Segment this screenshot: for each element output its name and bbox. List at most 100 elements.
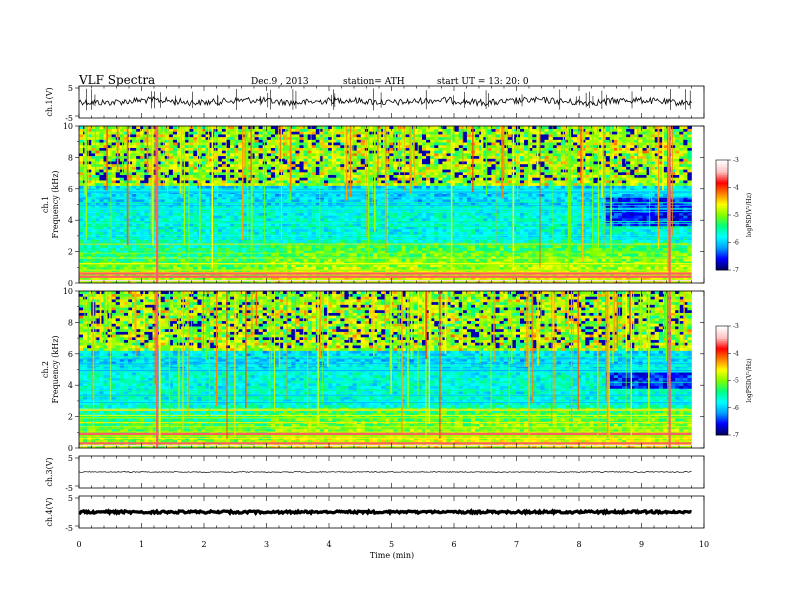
psd-cell — [140, 226, 145, 230]
psd-cell — [364, 228, 370, 232]
psd-cell — [262, 182, 268, 186]
psd-cell — [95, 226, 100, 230]
psd-cell — [413, 277, 419, 281]
psd-cell — [352, 142, 357, 146]
psd-cell — [95, 142, 100, 146]
psd-cell — [332, 226, 337, 230]
psd-cell — [270, 185, 276, 189]
psd-cell — [287, 258, 292, 262]
psd-cell — [262, 277, 268, 281]
psd-cell — [172, 182, 178, 186]
psd-cell — [409, 266, 415, 270]
psd-cell — [136, 239, 141, 243]
psd-cell — [160, 204, 166, 208]
psd-cell — [258, 258, 264, 262]
psd-cell — [172, 277, 178, 281]
psd-cell — [148, 161, 153, 165]
psd-cell — [377, 228, 382, 232]
psd-cell — [307, 253, 313, 257]
psd-cell — [189, 163, 194, 167]
psd-cell — [99, 226, 104, 230]
psd-cell — [128, 142, 133, 146]
psd-cell — [168, 128, 174, 132]
psd-cell — [295, 163, 300, 167]
psd-cell — [377, 261, 382, 265]
psd-cell — [128, 261, 133, 265]
psd-cell — [144, 150, 149, 154]
psd-cell — [152, 261, 157, 265]
psd-cell — [193, 204, 198, 208]
psd-cell — [123, 226, 129, 230]
psd-cell — [324, 136, 329, 140]
psd-cell — [360, 261, 366, 265]
psd-cell — [291, 196, 296, 200]
psd-cell — [164, 264, 170, 268]
psd-cell — [307, 228, 313, 232]
psd-cell — [136, 264, 141, 268]
psd-cell — [119, 174, 125, 178]
psd-cell — [319, 231, 325, 235]
psd-cell — [401, 204, 406, 208]
psd-cell — [99, 234, 104, 238]
psd-cell — [303, 266, 308, 270]
psd-cell — [177, 258, 182, 262]
psd-cell — [164, 174, 170, 178]
psd-cell — [168, 169, 174, 173]
psd-cell — [79, 226, 84, 230]
psd-cell — [144, 158, 149, 162]
psd-cell — [144, 142, 149, 146]
psd-cell — [254, 264, 259, 268]
psd-cell — [201, 139, 206, 143]
psd-cell — [226, 199, 231, 203]
psd-cell — [295, 250, 300, 254]
psd-cell — [201, 247, 206, 251]
psd-cell — [103, 264, 108, 268]
psd-cell — [246, 136, 251, 140]
psd-cell — [307, 177, 313, 181]
psd-cell — [275, 196, 280, 200]
psd-cell — [397, 228, 402, 232]
psd-cell — [417, 212, 423, 216]
psd-cell — [164, 277, 170, 281]
psd-cell — [299, 153, 304, 157]
psd-cell — [381, 228, 386, 232]
psd-cell — [311, 139, 317, 143]
psd-cell — [201, 239, 206, 243]
psd-cell — [336, 139, 341, 143]
psd-cell — [181, 212, 186, 216]
psd-cell — [107, 155, 112, 159]
psd-cell — [311, 266, 317, 270]
psd-cell — [287, 153, 292, 157]
station-label: station= ATH — [343, 77, 405, 87]
psd-cell — [332, 228, 337, 232]
psd-cell — [132, 158, 137, 162]
psd-cell — [266, 266, 272, 270]
psd-cell — [217, 228, 223, 232]
psd-cell — [156, 147, 161, 151]
psd-cell — [168, 193, 174, 197]
psd-cell — [283, 174, 288, 178]
psd-cell — [352, 250, 357, 254]
psd-cell — [275, 134, 280, 138]
psd-cell — [315, 134, 321, 138]
psd-cell — [319, 196, 325, 200]
psd-cell — [119, 228, 125, 232]
psd-cell — [234, 134, 239, 138]
psd-cell — [360, 166, 366, 170]
psd-cell — [368, 147, 374, 151]
psd-cell — [295, 174, 300, 178]
psd-cell — [368, 136, 374, 140]
psd-cell — [275, 266, 280, 270]
psd-cell — [230, 247, 235, 251]
psd-cell — [397, 234, 402, 238]
psd-cell — [79, 134, 84, 138]
psd-cell — [291, 204, 296, 208]
psd-cell — [377, 255, 382, 259]
psd-cell — [160, 239, 166, 243]
psd-cell — [119, 182, 125, 186]
psd-cell — [254, 228, 259, 232]
psd-cell — [205, 144, 210, 148]
psd-cell — [246, 166, 251, 170]
psd-cell — [368, 185, 374, 189]
psd-cell — [242, 277, 247, 281]
